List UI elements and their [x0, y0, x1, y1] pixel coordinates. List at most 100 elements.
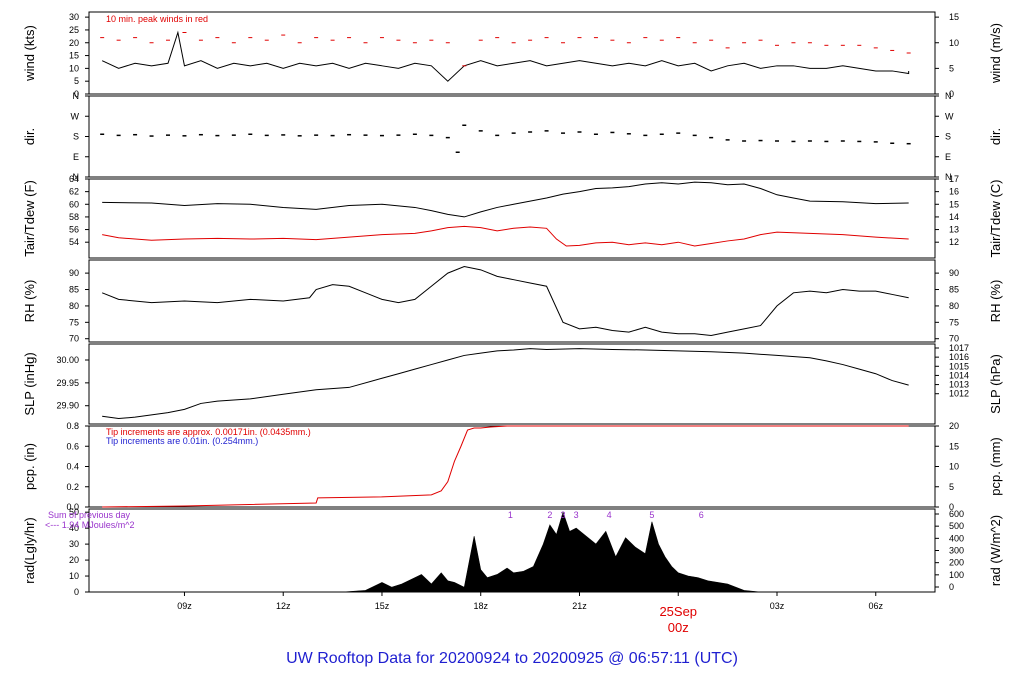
right-tick-label: 1017 — [949, 343, 969, 353]
x-tick-label: 09z — [177, 601, 192, 611]
left-tick-label: 30 — [69, 539, 79, 549]
y-axis-label-right-slp: SLP (hPa) — [988, 354, 1003, 414]
panel-frame-rh — [88, 259, 936, 343]
x-tick-label: 21z — [572, 601, 587, 611]
y-axis-label-right-rh: RH (%) — [988, 280, 1003, 323]
pcp-annotation-blue: Tip increments are 0.01in. (0.254mm.) — [106, 436, 258, 446]
right-tick-label: 0 — [949, 89, 954, 99]
left-tick-label: 0.8 — [66, 421, 79, 431]
right-tick-label: 0 — [949, 502, 954, 512]
left-tick-label: 90 — [69, 268, 79, 278]
x-tick-label: 15z — [375, 601, 390, 611]
right-tick-label: 70 — [949, 334, 959, 344]
right-tick-label: 85 — [949, 285, 959, 295]
right-tick-label: 17 — [949, 174, 959, 184]
left-tick-label: N — [73, 91, 80, 101]
left-tick-label: E — [73, 152, 79, 162]
left-tick-label: 15 — [69, 51, 79, 61]
left-tick-label: 0.4 — [66, 462, 79, 472]
y-axis-label-wind: wind (kts) — [22, 25, 37, 82]
series-line-pcp-0 — [102, 425, 909, 508]
left-tick-label: 70 — [69, 334, 79, 344]
right-tick-label: 1015 — [949, 361, 969, 371]
left-tick-label: 0 — [74, 89, 79, 99]
left-tick-label: 29.95 — [56, 378, 79, 388]
right-tick-label: S — [945, 132, 951, 142]
right-tick-label: 0 — [949, 582, 954, 592]
y-axis-label-rad: rad(Lgly/hr) — [22, 517, 37, 583]
footer-start-date: 20200924 — [439, 650, 511, 667]
right-tick-label: 20 — [949, 421, 959, 431]
left-tick-label: W — [71, 111, 80, 121]
right-tick-label: 15 — [949, 441, 959, 451]
left-tick-label: 75 — [69, 317, 79, 327]
right-tick-label: N — [945, 91, 952, 101]
series-line-rh-0 — [101, 266, 909, 336]
rad-hour-marker: 2 — [547, 510, 552, 520]
panel-frame-slp — [88, 343, 936, 425]
left-tick-label: S — [73, 132, 79, 142]
rad-hour-marker: 1 — [508, 510, 513, 520]
right-tick-label: 1012 — [949, 389, 969, 399]
left-tick-label: 30.00 — [56, 355, 79, 365]
y-axis-label-pcp: pcp. (in) — [22, 443, 37, 490]
left-tick-label: 80 — [69, 301, 79, 311]
left-tick-label: 50 — [69, 507, 79, 517]
x-tick-label: 06z — [868, 601, 883, 611]
right-tick-label: 15 — [949, 12, 959, 22]
y-axis-label-right-rad: rad (W/m^2) — [988, 515, 1003, 586]
right-tick-label: E — [945, 152, 951, 162]
rad-hour-marker: 5 — [649, 510, 654, 520]
y-axis-label-right-pcp: pcp. (mm) — [988, 437, 1003, 496]
right-tick-label: 5 — [949, 63, 954, 73]
left-tick-label: 40 — [69, 523, 79, 533]
right-tick-label: 16 — [949, 187, 959, 197]
left-tick-label: 0 — [74, 587, 79, 597]
y-axis-label-slp: SLP (inHg) — [22, 352, 37, 415]
right-tick-label: 90 — [949, 268, 959, 278]
left-tick-label: 54 — [69, 237, 79, 247]
rad-annotation-sum: Sum of previous day — [48, 510, 131, 520]
right-tick-label: 10 — [949, 462, 959, 472]
left-tick-label: 64 — [69, 174, 79, 184]
x-tick-label: 12z — [276, 601, 291, 611]
left-tick-label: 20 — [69, 38, 79, 48]
footer-title: UW Rooftop Data for 20200924 to 20200925… — [0, 650, 1024, 668]
y-axis-label-rh: RH (%) — [22, 280, 37, 323]
right-tick-label: 500 — [949, 521, 964, 531]
left-tick-label: 62 — [69, 187, 79, 197]
right-tick-label: 75 — [949, 317, 959, 327]
footer-end-date: 20200925 @ 06:57:11 — [532, 650, 690, 667]
left-tick-label: 30 — [69, 12, 79, 22]
x-date-label: 25Sep — [659, 604, 697, 619]
right-tick-label: 12 — [949, 237, 959, 247]
wind-annotation: 10 min. peak winds in red — [106, 14, 208, 24]
left-tick-label: 85 — [69, 285, 79, 295]
right-tick-label: 300 — [949, 546, 964, 556]
left-tick-label: 20 — [69, 555, 79, 565]
y-axis-label-dir: dir. — [22, 128, 37, 145]
series-line-slp-0 — [102, 348, 909, 420]
right-tick-label: 400 — [949, 533, 964, 543]
rad-hour-marker: 3 — [574, 510, 579, 520]
pcp-annotation-red: Tip increments are approx. 0.00171in. (0… — [106, 427, 311, 437]
left-tick-label: 0.6 — [66, 441, 79, 451]
series-line-temp-1 — [102, 225, 909, 247]
right-tick-label: 600 — [949, 509, 964, 519]
series-line-wind-0 — [101, 30, 910, 82]
panel-frame-dir — [88, 95, 936, 178]
left-tick-label: 10 — [69, 63, 79, 73]
left-tick-label: 5 — [74, 76, 79, 86]
right-tick-label: 14 — [949, 212, 959, 222]
y-axis-label-right-temp: Tair/Tdew (C) — [988, 179, 1003, 257]
y-axis-label-right-wind: wind (m/s) — [988, 23, 1003, 84]
footer-utc: (UTC) — [694, 650, 738, 667]
radiation-area — [342, 511, 761, 593]
right-tick-label: 1013 — [949, 380, 969, 390]
rad-hour-marker: 4 — [607, 510, 612, 520]
right-tick-label: 15 — [949, 199, 959, 209]
right-tick-label: 1014 — [949, 370, 969, 380]
right-tick-label: 200 — [949, 558, 964, 568]
rad-annotation-value: <--- 1.94 MJoules/m^2 — [45, 520, 135, 530]
